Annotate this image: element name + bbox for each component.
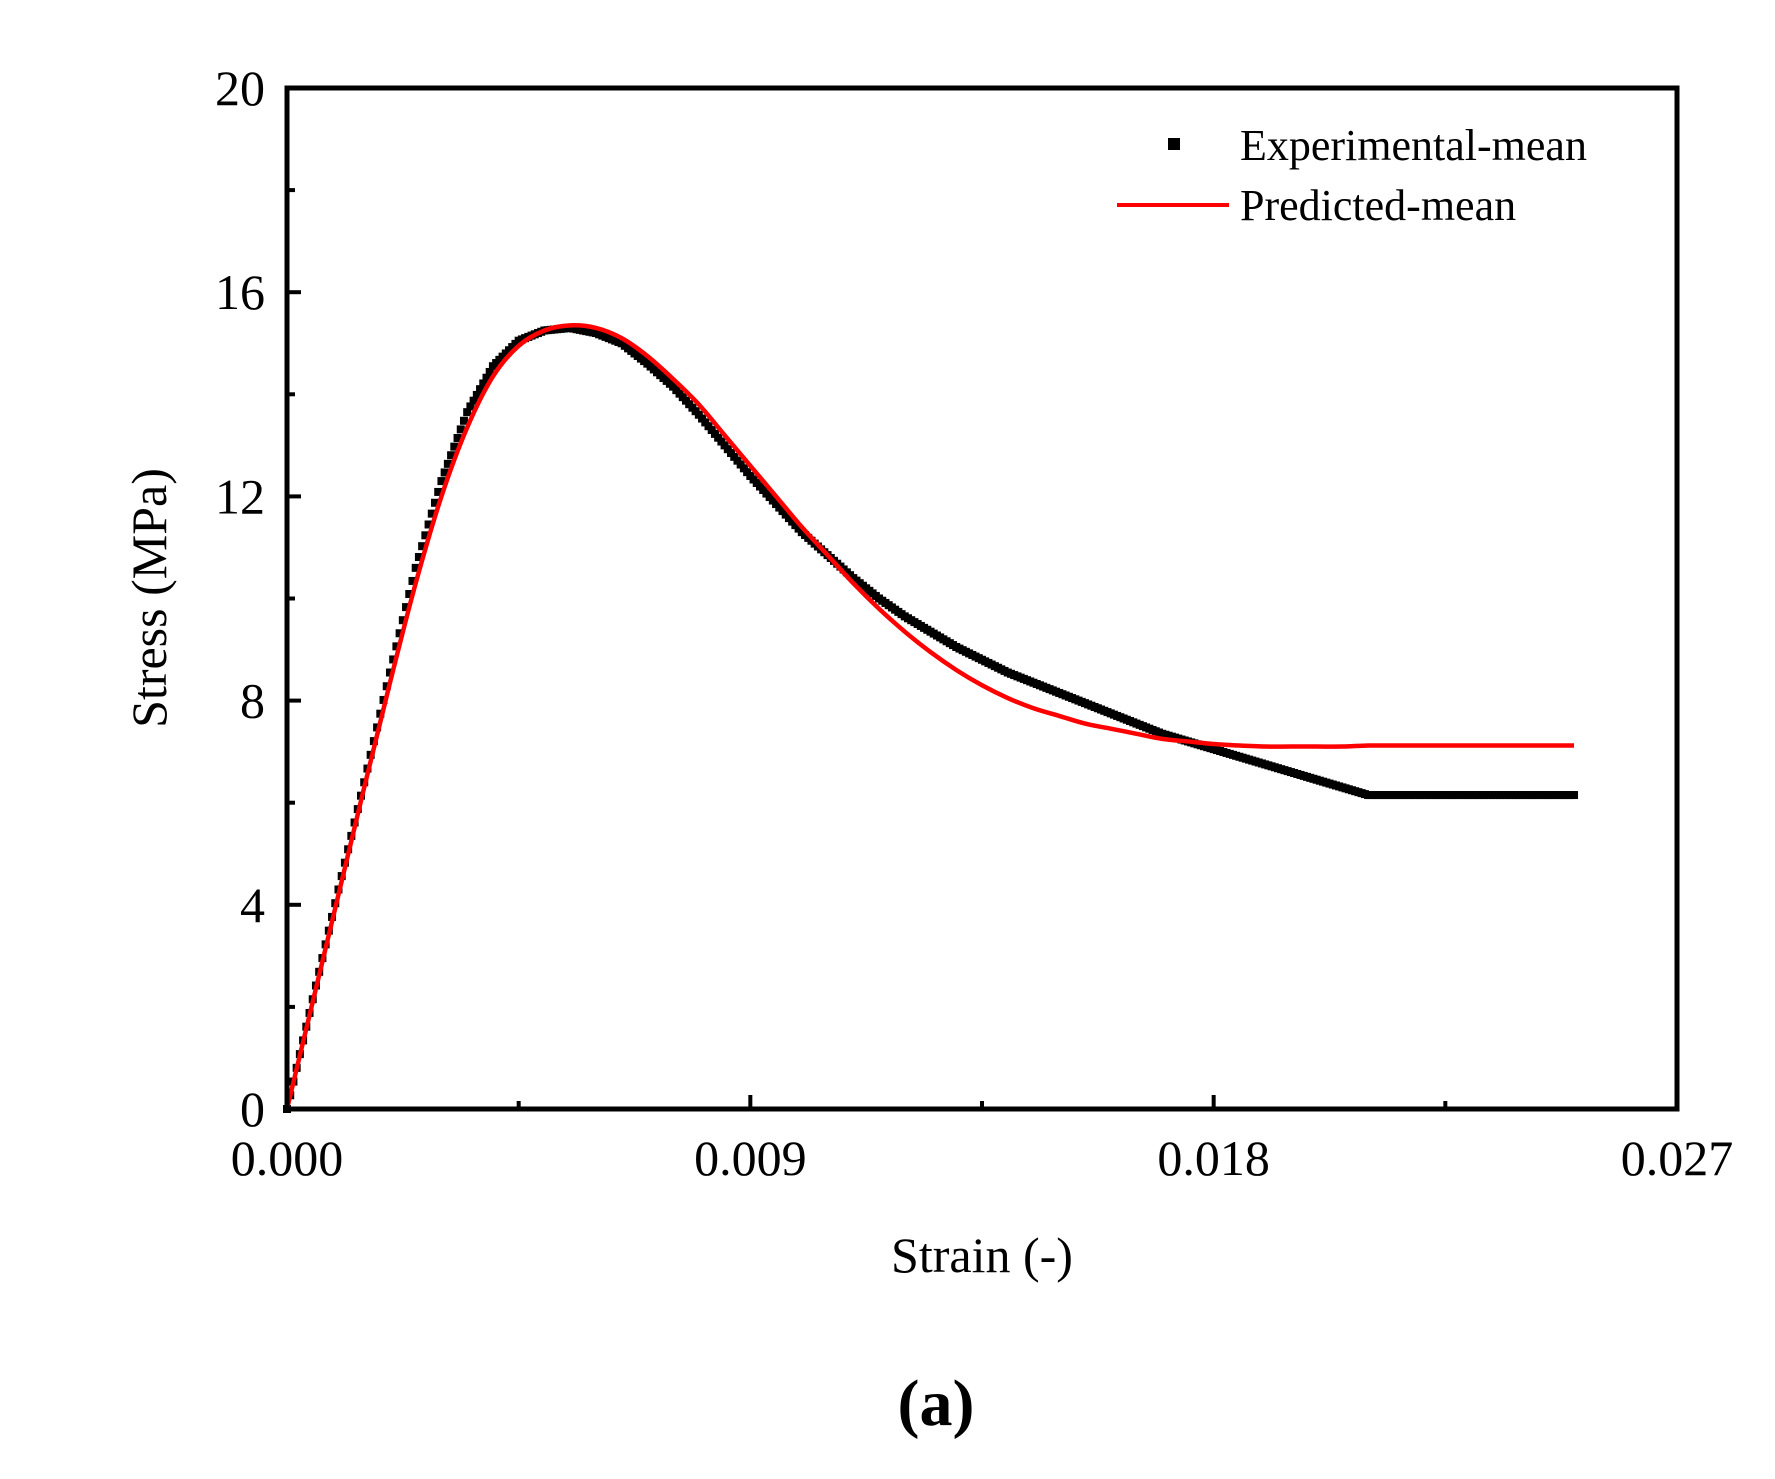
y-tick-label: 8 bbox=[240, 673, 265, 729]
y-tick-label: 0 bbox=[240, 1081, 265, 1137]
x-tick-label: 0.009 bbox=[694, 1130, 807, 1186]
legend-label-experimental: Experimental-mean bbox=[1240, 121, 1587, 170]
legend-label-predicted: Predicted-mean bbox=[1240, 181, 1516, 230]
y-tick-label: 20 bbox=[215, 60, 265, 116]
x-tick-label: 0.018 bbox=[1157, 1130, 1270, 1186]
legend-marker-experimental bbox=[1168, 138, 1180, 150]
x-axis-title: Strain (-) bbox=[891, 1227, 1073, 1283]
y-tick-label: 4 bbox=[240, 877, 265, 933]
figure: 0.000 0.009 0.018 0.027 0 4 8 12 16 20 Strain (-)… bbox=[0, 0, 1775, 1479]
y-tick-label: 16 bbox=[215, 264, 265, 320]
y-axis-title: Stress (MPa) bbox=[121, 468, 177, 728]
y-tick-label: 12 bbox=[215, 468, 265, 524]
panel-label: (a) bbox=[898, 1367, 975, 1440]
experimental-point bbox=[1570, 791, 1578, 799]
x-tick-label: 0.000 bbox=[231, 1130, 344, 1186]
x-tick-label: 0.027 bbox=[1621, 1130, 1734, 1186]
